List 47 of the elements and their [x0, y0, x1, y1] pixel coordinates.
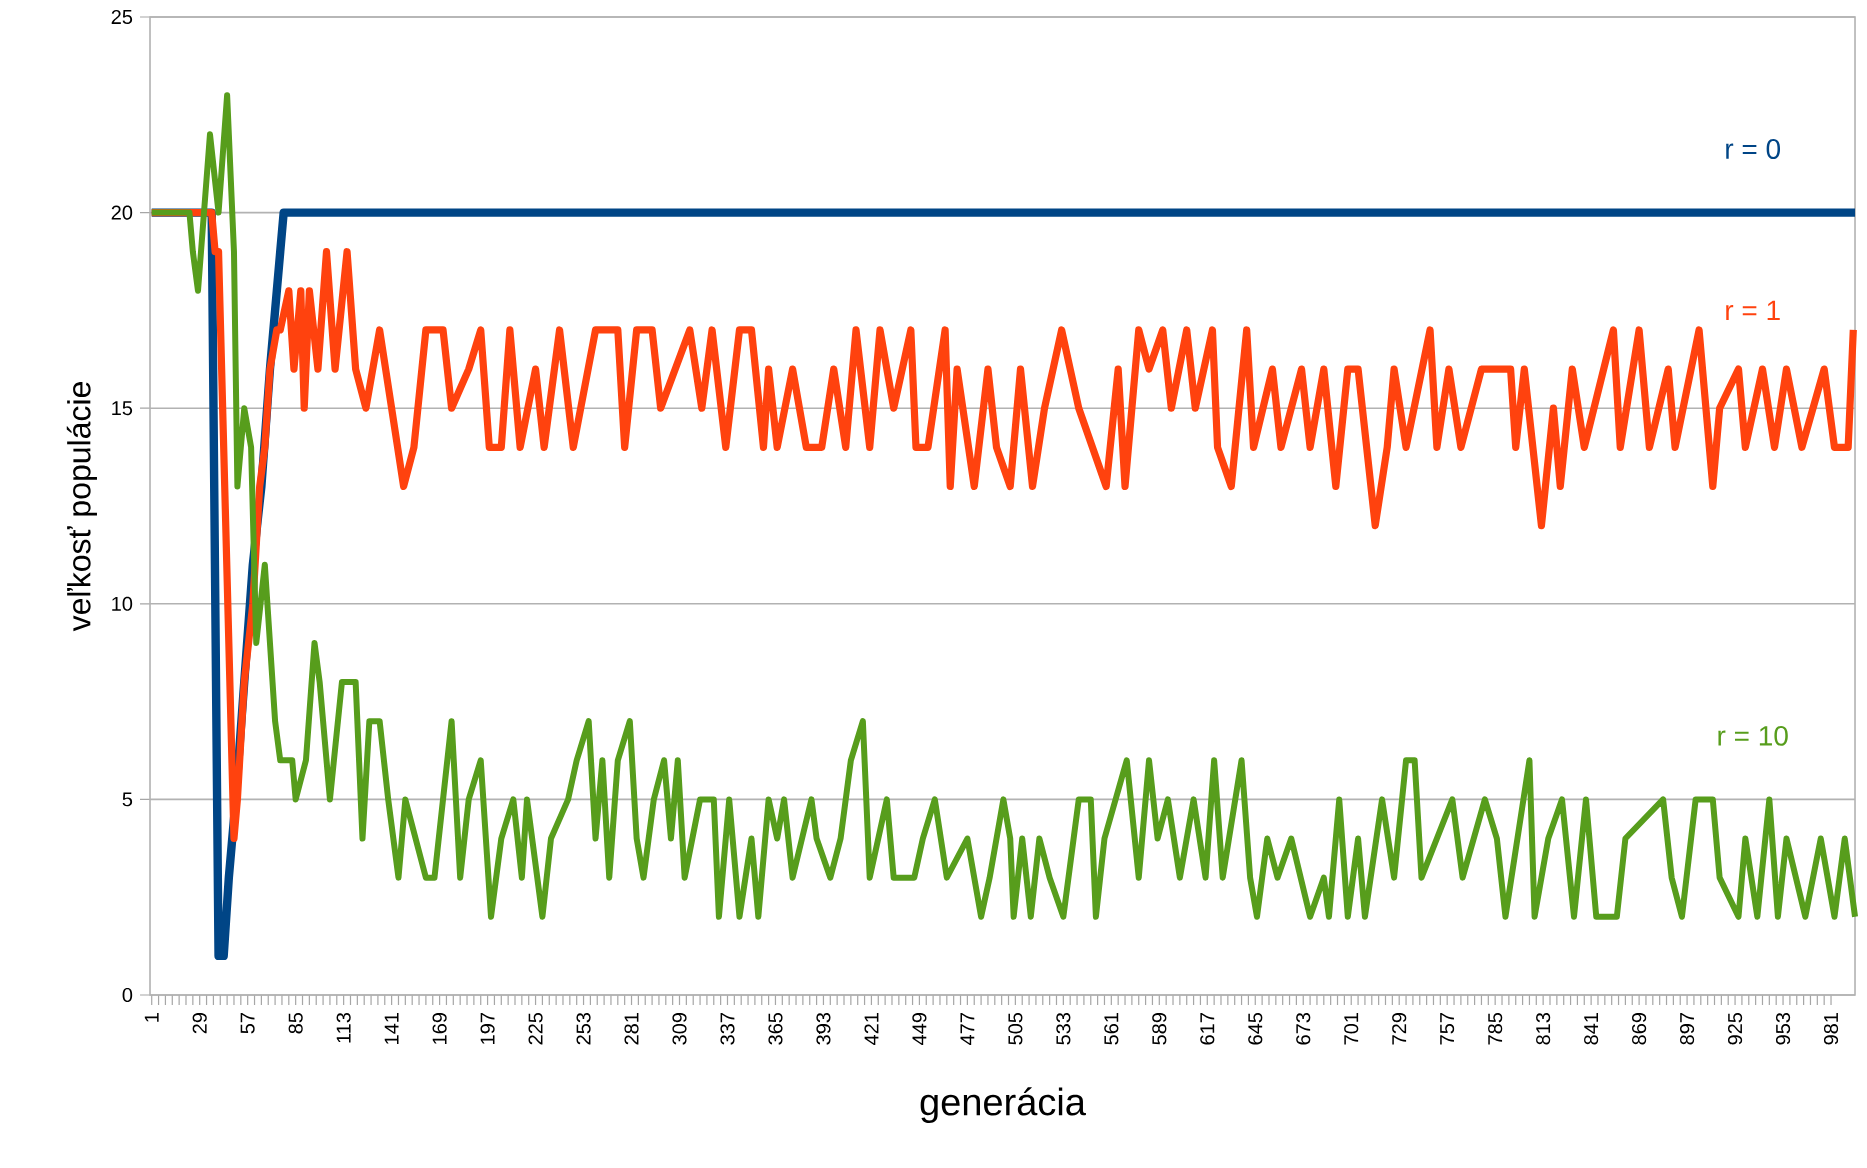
x-tick-label: 785 — [1488, 1012, 1503, 1045]
x-tick-label: 813 — [1536, 1012, 1551, 1045]
x-tick-label: 393 — [816, 1012, 831, 1045]
x-tick-label: 57 — [240, 1013, 255, 1034]
y-tick-label: 5 — [122, 792, 133, 807]
x-tick-label: 449 — [912, 1013, 927, 1045]
x-tick-label: 617 — [1200, 1013, 1215, 1045]
x-tick-label: 29 — [192, 1013, 207, 1034]
x-tick-label: 421 — [864, 1013, 879, 1045]
y-tick-label: 15 — [112, 401, 133, 416]
series-label: r = 0 — [1726, 139, 1781, 159]
x-tick-label: 141 — [384, 1013, 399, 1044]
x-tick-label: 197 — [480, 1013, 495, 1044]
x-tick-label: 869 — [1632, 1013, 1647, 1045]
x-tick-label: 533 — [1056, 1012, 1071, 1045]
x-tick-label: 925 — [1727, 1012, 1743, 1045]
x-axis-title: generácia — [920, 1087, 1086, 1124]
x-tick-label: 897 — [1680, 1013, 1695, 1045]
x-tick-label: 841 — [1584, 1013, 1599, 1045]
y-tick-label: 0 — [122, 987, 133, 1003]
x-tick-label: 309 — [672, 1013, 687, 1045]
y-tick-label: 20 — [111, 205, 133, 220]
x-tick-label: 1 — [144, 1013, 159, 1022]
x-tick-label: 113 — [336, 1012, 351, 1043]
x-tick-label: 85 — [288, 1012, 303, 1034]
x-tick-label: 365 — [768, 1012, 783, 1045]
x-tick-label: 645 — [1248, 1012, 1263, 1045]
y-tick-label: 25 — [111, 9, 133, 25]
x-tick-label: 253 — [576, 1012, 591, 1045]
x-tick-label: 953 — [1775, 1012, 1791, 1045]
x-tick-label: 337 — [720, 1013, 735, 1045]
x-tick-label: 561 — [1104, 1013, 1119, 1045]
x-tick-label: 281 — [624, 1013, 639, 1045]
x-tick-label: 729 — [1392, 1013, 1407, 1045]
x-tick-label: 701 — [1344, 1013, 1359, 1045]
x-tick-label: 477 — [960, 1013, 975, 1045]
x-tick-label: 589 — [1152, 1013, 1167, 1045]
x-tick-label: 169 — [432, 1013, 447, 1044]
x-tick-label: 505 — [1008, 1012, 1023, 1045]
y-axis-title: veľkosť populácie — [66, 382, 97, 632]
y-tick-label: 10 — [112, 596, 133, 611]
series-label: r = 10 — [1718, 725, 1788, 746]
x-tick-label: 981 — [1823, 1013, 1839, 1045]
x-tick-label: 225 — [528, 1012, 543, 1045]
series-label: r = 1 — [1726, 300, 1780, 321]
x-tick-label: 673 — [1296, 1012, 1311, 1045]
x-tick-label: 757 — [1440, 1013, 1455, 1045]
